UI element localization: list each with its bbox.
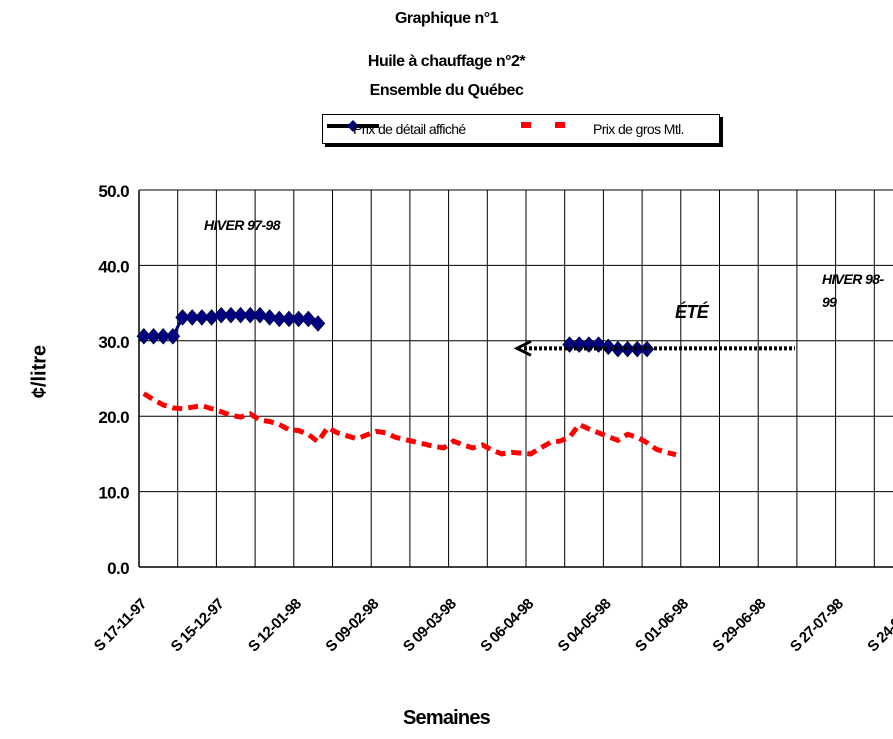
series-retail-point [310,315,326,332]
series-retail-point [155,327,171,345]
legend-retail-swatch [327,120,379,132]
series-retail-point [223,306,239,324]
x-tick-label: S 24-08-98 [864,596,893,656]
chart-title: Graphique n°1 [394,10,499,27]
x-tick-label: S 17-11-97 [91,596,150,655]
annotation-winter-98-99-line2: 99 [822,294,837,310]
series-wholesale-line [142,391,677,458]
series-retail-point [281,310,297,328]
x-tick-label: S 04-05-98 [555,596,615,656]
x-tick-label: S 15-12-97 [168,596,228,656]
series-retail-point [242,306,258,324]
series-retail-point [600,338,616,356]
series-retail-point [165,327,181,345]
series-retail-point [271,310,287,328]
legend-wholesale-label: Prix de gros Mtl. [593,121,685,137]
series-retail-point [262,309,277,326]
y-tick-label: 10.0 [98,484,129,503]
series-retail-point [136,327,152,345]
series-retail-point [620,340,635,358]
series-retail-point [610,340,626,358]
annotation-winter-98-99: HIVER 98- [822,271,884,287]
x-tick-label: S 09-03-98 [400,596,460,656]
series-retail-point [213,306,229,324]
legend-wholesale-swatch [521,122,565,128]
legend-retail-label: Prix de détail affiché [353,121,466,137]
x-tick-label: S 06-04-98 [477,596,537,656]
x-tick-label: S 12-01-98 [245,596,305,656]
y-tick-label: 40.0 [98,257,129,276]
series-retail-point [184,309,200,326]
legend: Prix de détail affiché Prix de gros Mtl. [322,114,720,144]
annotation-winter-97-98: HIVER 97-98 [204,217,281,233]
annotation-summer: ÉTÉ [675,301,710,322]
series-retail-point [233,306,248,324]
x-tick-label: S 27-07-98 [787,596,847,656]
x-axis-label: Semaines [403,707,491,729]
x-tick-label: S 01-06-98 [632,596,692,656]
series-retail-point [175,309,190,326]
summer-arrow-head [513,339,532,357]
y-tick-label: 20.0 [98,408,129,427]
chart-subtitle-2: Ensemble du Québec [369,82,524,99]
x-tick-label: S 09-02-98 [322,596,382,656]
chart-subtitle: Huile à chauffage n°2* [367,53,526,70]
y-tick-label: 0.0 [107,559,129,578]
series-retail-point [146,327,161,345]
y-tick-label: 30.0 [98,333,129,352]
series-retail-point [194,309,210,326]
x-tick-label: S 29-06-98 [709,596,769,656]
series-retail-point [252,306,268,324]
y-tick-label: 50.0 [98,182,129,201]
series-retail-point [291,310,306,328]
